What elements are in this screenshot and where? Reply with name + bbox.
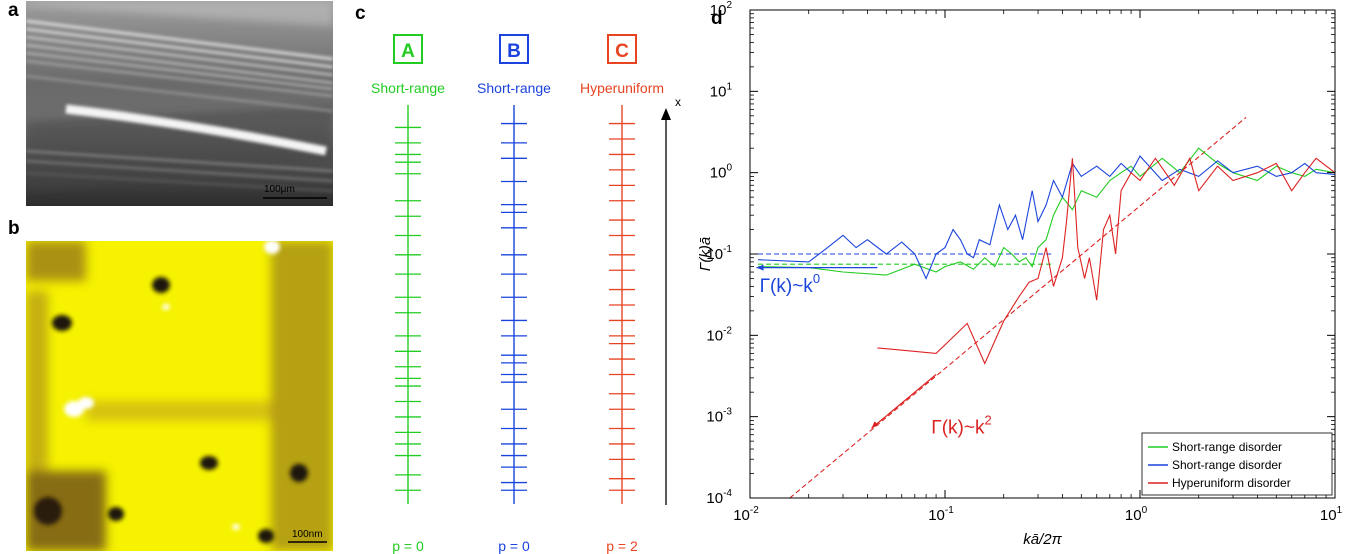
y-axis-label: Γ(k)ā [697,237,714,271]
legend: Short-range disorder Short-range disorder… [1141,432,1333,496]
legend-entry: Short-range disorder [1172,440,1282,454]
y-tick-label: 101 [710,81,733,100]
column-c: C Hyperuniform p = 2 [580,34,664,554]
x-tick-label: 101 [1320,505,1343,524]
panel-a-label: a [8,0,19,21]
panel-d-label: d [711,8,723,29]
x-direction-label: x [675,95,681,109]
panel-c-label: c [355,3,366,24]
column-b-letter: B [507,41,521,62]
afm-image: 100nm [26,241,333,551]
y-tick-label: 10-2 [706,325,732,344]
y-tick-label: 100 [710,163,733,182]
scale-bar-label-b: 100nm [292,529,323,540]
column-b-kind: Short-range [477,80,551,96]
y-tick-label: 102 [710,0,733,19]
x-tick-label: 100 [1125,505,1148,524]
k0-arrowhead [756,264,764,271]
y-tick-label: 10-4 [706,488,732,507]
panel-c-diagram: A Short-range p = 0 B Short-range p = 0 … [371,34,681,554]
series-line-0 [758,147,1335,276]
column-a-letter: A [401,41,415,62]
column-a-kind: Short-range [371,80,445,96]
series-line-2 [877,156,1335,365]
fit-line [789,116,1247,498]
column-b-box [499,34,529,64]
column-c-letter: C [615,41,629,62]
k2-arrowhead [871,421,879,429]
k0-annotation: Γ(k)~k0 [760,271,820,297]
column-b: B Short-range p = 0 [477,34,551,554]
scale-bar-label-a: 100μm [264,184,295,195]
legend-entry: Hyperuniform disorder [1172,476,1291,490]
k2-annotation: Γ(k)~k2 [931,413,991,439]
x-tick-label: 10-2 [733,505,759,524]
legend-box [1141,432,1333,496]
column-c-kind: Hyperuniform [580,80,664,96]
optical-micrograph: 100μm [26,1,333,206]
column-a: A Short-range p = 0 [371,34,445,554]
k2-arrow [871,374,937,429]
legend-entry: Short-range disorder [1172,458,1282,472]
column-c-p-label: p = 2 [606,538,638,554]
panel-b-label: b [8,218,20,239]
x-axis-label: kā/2π [1023,531,1062,548]
column-b-p-label: p = 0 [498,538,530,554]
x-tick-label: 10-1 [928,505,954,524]
column-c-box [607,34,637,64]
series-line-1 [758,155,1335,280]
y-tick-label: 10-3 [706,407,732,426]
column-a-p-label: p = 0 [392,538,424,554]
column-a-box [393,34,423,64]
structure-factor-chart: 10-2 10-1 100 101 10-410-310-210-1100101102… [697,0,1343,548]
x-direction-arrowhead [661,108,671,120]
